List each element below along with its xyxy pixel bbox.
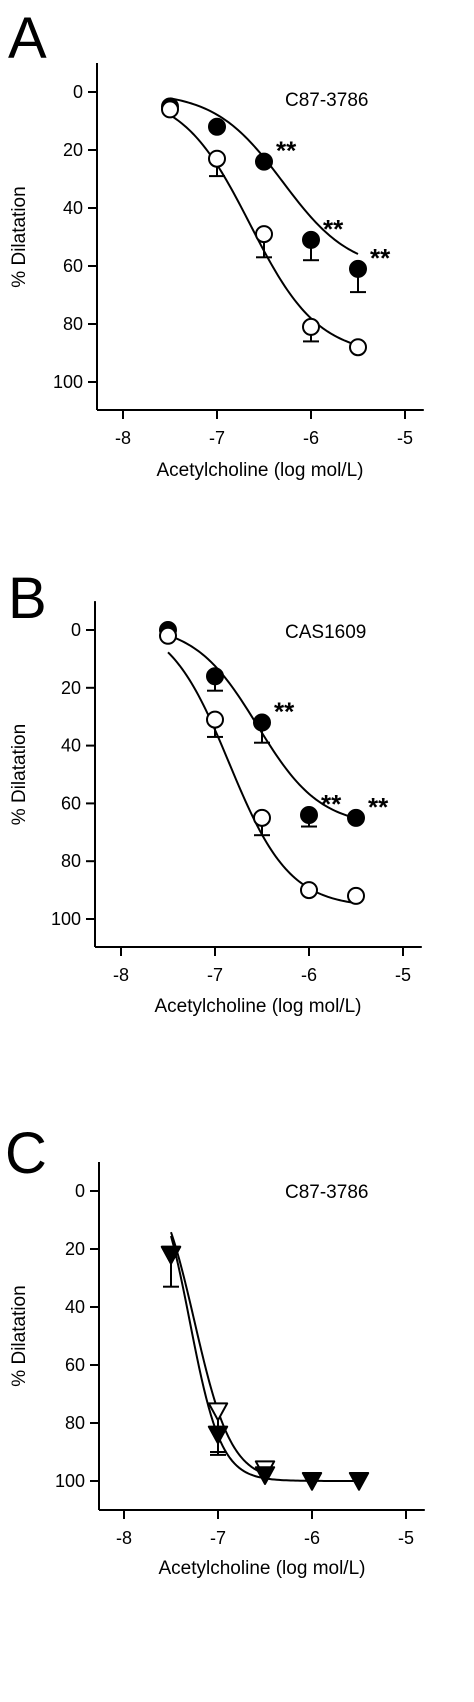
- data-point: [302, 230, 320, 249]
- x-axis-label: Acetylcholine (log mol/L): [155, 996, 362, 1017]
- panel-label: A: [8, 6, 47, 71]
- y-tick-label: 0: [71, 620, 81, 640]
- y-tick-label: 80: [61, 851, 81, 871]
- x-tick-label: -6: [303, 428, 319, 448]
- series-filled-circle: ** ** **: [159, 621, 389, 828]
- x-tick-label: -5: [398, 1528, 414, 1548]
- data-point: [349, 338, 367, 357]
- data-point: [300, 881, 318, 900]
- y-axis-label: % Dilatation: [9, 186, 30, 287]
- compound-annotation: C87-3786: [285, 90, 368, 111]
- series-filled-triangle-down: [160, 1235, 370, 1491]
- series-open-circle: [159, 626, 365, 905]
- y-tick-label: 20: [65, 1239, 85, 1259]
- data-point: [253, 808, 271, 827]
- y-tick-label: 80: [63, 314, 83, 334]
- y-tick-label: 20: [61, 678, 81, 698]
- y-tick-label: 60: [65, 1355, 85, 1375]
- data-point: [206, 710, 224, 729]
- data-point: [254, 1466, 276, 1485]
- x-tick-label: -6: [304, 1528, 320, 1548]
- data-point: [255, 152, 273, 171]
- data-point: [347, 808, 365, 827]
- series-open-circle: [161, 100, 367, 357]
- data-point: [160, 1245, 182, 1265]
- chart-panel-c: C C87-3786 0 20 40 60 80 100 -8 -7 -6 -5 Acetylcholi…: [5, 1121, 425, 1579]
- panel-label: C: [5, 1121, 47, 1186]
- compound-annotation: C87-3786: [285, 1182, 368, 1203]
- fit-curve: [170, 1235, 359, 1482]
- y-tick-label: 100: [53, 372, 83, 392]
- y-axis-label: % Dilatation: [9, 724, 30, 825]
- significance-label: **: [370, 243, 391, 273]
- fit-curve: [167, 651, 357, 905]
- data-point: [208, 149, 226, 168]
- significance-label: **: [368, 792, 389, 822]
- data-point: [159, 626, 177, 645]
- y-tick-label: 40: [61, 736, 81, 756]
- x-tick-label: -5: [395, 965, 411, 985]
- data-point: [347, 886, 365, 905]
- data-point: [208, 117, 226, 136]
- y-tick-label: 0: [75, 1181, 85, 1201]
- significance-label: **: [274, 696, 295, 726]
- x-tick-label: -6: [301, 965, 317, 985]
- data-point: [253, 713, 271, 732]
- y-tick-label: 20: [63, 140, 83, 160]
- y-tick-label: 60: [61, 793, 81, 813]
- x-tick-label: -7: [207, 965, 223, 985]
- y-tick-label: 100: [55, 1471, 85, 1491]
- data-point: [301, 1472, 323, 1491]
- y-tick-label: 60: [63, 256, 83, 276]
- data-point: [300, 805, 318, 824]
- chart-panel-a: A C87-3786 0 20 40 60 80 100 -8 -7 -6 -5 Acetylcholi…: [8, 6, 424, 481]
- x-tick-label: -7: [209, 428, 225, 448]
- data-point: [207, 1402, 229, 1422]
- significance-label: **: [323, 214, 344, 244]
- y-axis-label: % Dilatation: [9, 1285, 30, 1386]
- data-point: [348, 1472, 370, 1491]
- compound-annotation: CAS1609: [285, 622, 366, 643]
- data-point: [161, 100, 179, 119]
- data-point: [302, 317, 320, 336]
- x-tick-label: -8: [113, 965, 129, 985]
- y-tick-label: 80: [65, 1413, 85, 1433]
- significance-label: **: [276, 136, 297, 166]
- significance-label: **: [321, 789, 342, 819]
- x-tick-label: -5: [397, 428, 413, 448]
- series-filled-circle: ** ** **: [161, 97, 391, 294]
- chart-panel-b: B CAS1609 0 20 40 60 80 100 -8 -7 -6 -5 Acetylcholin…: [8, 566, 422, 1017]
- y-tick-label: 0: [73, 82, 83, 102]
- y-tick-label: 40: [63, 198, 83, 218]
- x-axis-label: Acetylcholine (log mol/L): [159, 1558, 366, 1579]
- data-point: [349, 259, 367, 278]
- x-tick-label: -8: [115, 428, 131, 448]
- panel-label: B: [8, 566, 47, 631]
- x-tick-label: -7: [210, 1528, 226, 1548]
- y-tick-label: 100: [51, 909, 81, 929]
- x-axis-label: Acetylcholine (log mol/L): [157, 460, 364, 481]
- y-tick-label: 40: [65, 1297, 85, 1317]
- data-point: [206, 667, 224, 686]
- data-point: [207, 1425, 229, 1445]
- data-point: [255, 225, 273, 244]
- x-tick-label: -8: [116, 1528, 132, 1548]
